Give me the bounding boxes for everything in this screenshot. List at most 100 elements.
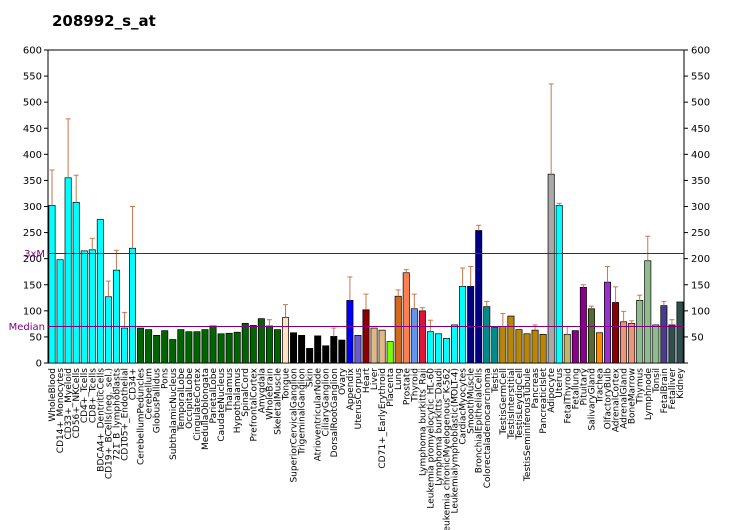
x-tick-label: SpinalCord — [241, 368, 251, 417]
bar — [225, 332, 233, 364]
bar — [112, 269, 120, 364]
x-tick-label: Uterus — [555, 368, 565, 398]
y-tick-label-left: 50 — [29, 332, 42, 343]
y-tick-label-left: 400 — [23, 150, 42, 161]
x-tick-label: TestisLeydigCell — [515, 368, 525, 440]
bar — [354, 335, 362, 364]
bar — [620, 321, 628, 364]
y-tick-label-left: 450 — [23, 124, 42, 135]
x-tick-label: Pancreas — [531, 368, 541, 409]
bar — [161, 330, 169, 364]
bar — [290, 332, 298, 364]
y-tick-label-right: 550 — [691, 72, 710, 83]
bar — [346, 300, 354, 364]
x-tick-label: Lymphoma burkitts_Raji — [418, 368, 428, 476]
x-tick-label: Pituitary — [579, 367, 589, 405]
bar — [483, 306, 491, 364]
x-tick-label: CD71+_EarlyErythroid — [378, 368, 388, 469]
x-tick-label: Leukemialymphoblastic(MOLT-4) — [451, 368, 461, 514]
bar — [120, 327, 128, 364]
bar — [273, 329, 281, 364]
bar — [410, 308, 418, 364]
x-tick-label: SmoothMuscle — [467, 368, 477, 434]
y-tick-label-right: 300 — [691, 202, 710, 213]
reference-line-label: 3xM — [24, 249, 45, 260]
bar — [201, 329, 209, 364]
bar — [56, 259, 64, 364]
bar — [628, 323, 636, 364]
bar — [555, 205, 563, 364]
x-tick-label: CD4+_Tcells — [80, 368, 90, 423]
x-tick-label: Thyroid — [410, 368, 420, 403]
x-tick-label: CD56+_NKCells — [72, 368, 82, 439]
bar — [459, 285, 467, 364]
bar — [539, 333, 547, 364]
x-tick-label: Adipocyte — [547, 368, 557, 413]
bar — [306, 348, 314, 364]
y-tick-label-right: 350 — [691, 176, 710, 187]
y-tick-label-right: 600 — [691, 46, 710, 57]
x-tick-label: Colorectaladenocarcinoma — [483, 368, 493, 488]
bar — [443, 338, 450, 364]
bar — [636, 300, 644, 364]
x-tick-label: Leukemia promyelocytic_HL-60 — [426, 368, 436, 509]
bar — [475, 230, 483, 364]
x-tick-label: TestisGermCell — [499, 368, 509, 436]
bar — [330, 336, 338, 364]
x-tick-label: AdrenalCortex — [612, 367, 622, 432]
x-tick-label: OccipitalLobe — [185, 368, 195, 429]
x-tick-label: ParietalLobe — [209, 368, 219, 424]
x-tick-label: TestisInterstitial — [507, 368, 517, 440]
x-tick-label: Liver — [370, 368, 380, 390]
bar — [523, 333, 531, 364]
bar — [209, 325, 217, 364]
y-tick-label-right: 250 — [691, 228, 710, 239]
x-tick-label: Kidney — [676, 367, 686, 398]
bar — [145, 329, 153, 364]
y-tick-label-left: 150 — [23, 280, 42, 291]
x-tick-label: CaudateNucleus — [217, 368, 227, 442]
bar — [64, 177, 72, 364]
bar — [507, 315, 515, 364]
bar — [48, 205, 56, 364]
x-tick-label: Thalamus — [225, 368, 235, 413]
bar — [467, 285, 475, 364]
x-tick-label: Lymphoma burkitts_Daudi — [434, 368, 444, 486]
y-tick-label-left: 250 — [23, 228, 42, 239]
y-tick-label-right: 400 — [691, 150, 710, 161]
x-tick-label: CerebellumPeduncles — [137, 368, 147, 465]
x-tick-label: TestisSeminiferousTubule — [523, 368, 533, 482]
x-tick-label: Tonsil — [652, 368, 662, 394]
bar — [491, 326, 499, 364]
bar — [434, 333, 442, 364]
bar — [338, 339, 346, 364]
x-tick-label: MedullaOblongata — [201, 368, 211, 450]
x-tick-label: CD105+_Endothelial — [120, 368, 130, 461]
x-tick-label: PancreaticIslet — [539, 368, 549, 434]
y-tick-label-right: 500 — [691, 98, 710, 109]
bar — [451, 324, 459, 364]
bar — [587, 308, 595, 364]
y-tick-label-left: 200 — [23, 254, 42, 265]
bar — [104, 296, 112, 364]
x-tick-label: Ovary — [338, 367, 348, 395]
bar — [370, 327, 378, 364]
y-tick-label-left: 100 — [23, 306, 42, 317]
x-tick-label: AdrenalGland — [620, 368, 630, 429]
y-tick-label-left: 550 — [23, 72, 42, 83]
bar — [426, 331, 434, 364]
x-tick-label: Heart — [362, 368, 372, 394]
bar — [595, 332, 603, 364]
x-tick-label: BoneMarrow — [628, 368, 638, 424]
x-tick-label: Fetallung — [571, 368, 581, 409]
x-tick-label: Trachea — [595, 368, 605, 404]
bar — [233, 331, 241, 364]
x-tick-label: AtrioventricularNode — [314, 368, 324, 462]
x-tick-label: CD33+_Myeloid — [64, 368, 74, 440]
y-tick-label-right: 100 — [691, 306, 710, 317]
bar — [72, 201, 80, 364]
x-tick-label: FetalBrain — [660, 368, 670, 413]
x-tick-label: SalivaryGland — [587, 368, 597, 431]
bar — [265, 325, 273, 364]
